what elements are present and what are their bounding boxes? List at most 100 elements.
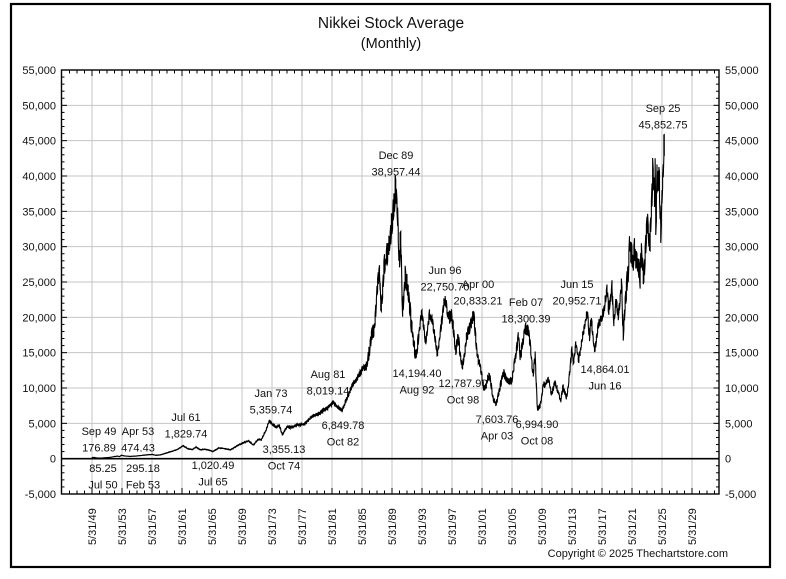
y-axis-label-right: 35,000 [725,206,759,218]
series-layer [91,133,665,459]
y-axis-label-right: 5,000 [725,418,753,430]
annotation-line: Jul 61 [171,412,200,424]
x-axis-label: 5/31/29 [687,508,699,545]
x-axis-label: 5/31/17 [597,508,609,545]
annotation-line: 5,359.74 [250,405,293,417]
chart-annotation: Aug 81 8,019.14 [307,369,350,398]
x-axis-label: 5/31/53 [117,508,129,545]
x-axis-label: 5/31/25 [657,508,669,545]
y-axis-label-right: 25,000 [725,277,759,289]
annotation-line: Jan 73 [254,388,287,400]
price-series-path [91,133,665,459]
annotation-line: 18,300.39 [502,314,551,326]
annotation-line: 20,833.21 [454,296,503,308]
annotation-line: 22,750.70 [421,282,470,294]
annotation-line: Apr 53 [122,426,154,438]
annotation-line: 8,019.14 [307,386,350,398]
x-axis-label: 5/31/21 [627,508,639,545]
chart-title: Nikkei Stock Average [318,15,464,32]
annotation-line: Jul 50 [88,480,117,492]
chart-annotation: 12,787.90 Oct 98 [439,378,488,407]
x-axis-label: 5/31/65 [207,508,219,545]
chart-annotation: 1,020.49 Jul 65 [192,460,235,489]
y-axis-label-left: -5,000 [25,489,56,501]
annotation-line: Apr 03 [481,431,513,443]
annotation-line: 1,020.49 [192,460,235,472]
x-axis-label: 5/31/57 [147,508,159,545]
annotation-line: Sep 49 [82,426,117,438]
annotation-line: 3,355.13 [263,444,306,456]
y-axis-label-left: 55,000 [22,65,56,77]
axis-layer [60,69,720,495]
outer-border [9,2,772,569]
chart-annotation: Dec 89 38,957.44 [372,150,421,179]
chart-annotation: 6,849.78 Oct 82 [322,420,365,449]
y-axis-label-left: 15,000 [22,348,56,360]
chart-annotation: Sep 25 45,852.75 [639,103,688,132]
y-axis-label-right: 45,000 [725,136,759,148]
y-axis-label-left: 5,000 [28,418,56,430]
annotation-line: Feb 07 [509,297,543,309]
chart-annotation: 7,603.76 Apr 03 [476,414,519,443]
y-axis-label-right: 55,000 [725,65,759,77]
y-axis-label-left: 30,000 [22,242,56,254]
y-axis-label-right: 10,000 [725,383,759,395]
annotation-line: 45,852.75 [639,120,688,132]
y-axis-label-right: -5,000 [725,489,756,501]
x-axis-label: 5/31/93 [417,508,429,545]
annotation-line: Sep 25 [646,103,681,115]
y-axis-label-right: 50,000 [725,100,759,112]
chart-annotation: 6,994.90 Oct 08 [516,419,559,448]
y-axis-label-right: 15,000 [725,348,759,360]
annotation-line: 7,603.76 [476,414,519,426]
y-axis-label-left: 40,000 [22,171,56,183]
x-axis-label: 5/31/49 [87,508,99,545]
chart-annotation: 3,355.13 Oct 74 [263,444,306,473]
x-axis-label: 5/31/77 [297,508,309,545]
annotation-line: Jun 96 [428,265,461,277]
chart-subtitle: (Monthly) [361,36,421,52]
chart-annotation: Apr 53 474.43 [121,426,155,455]
chart-annotation: 295.18 Feb 53 [126,463,160,492]
y-axis-label-left: 50,000 [22,100,56,112]
chart-annotation: Jan 73 5,359.74 [250,388,293,417]
annotation-line: 12,787.90 [439,378,488,390]
annotation-line: 20,952.71 [553,296,602,308]
chart-annotation: Feb 07 18,300.39 [502,297,551,326]
y-axis-label-left: 25,000 [22,277,56,289]
y-axis-label-left: 10,000 [22,383,56,395]
annotation-line: 1,829.74 [165,429,208,441]
copyright-text: Copyright © 2025 Thechartstore.com [548,548,728,560]
x-axis-label: 5/31/69 [237,508,249,545]
x-axis-label: 5/31/05 [507,508,519,545]
annotation-line: 38,957.44 [372,167,421,179]
annotation-line: Aug 81 [311,369,346,381]
annotation-line: Jun 16 [588,381,621,393]
annotation-line: Oct 82 [327,437,359,449]
y-axis-label-right: 20,000 [725,312,759,324]
annotation-line: Aug 92 [400,385,435,397]
x-axis-label: 5/31/97 [447,508,459,545]
annotation-line: Dec 89 [379,150,414,162]
annotation-line: 6,994.90 [516,419,559,431]
annotation-line: Feb 53 [126,480,160,492]
chart-annotation: Jul 61 1,829.74 [165,412,208,441]
annotation-line: 14,864.01 [581,364,630,376]
chart-annotation: Jun 96 22,750.70 [421,265,470,294]
y-axis-label-right: 30,000 [725,242,759,254]
annotation-line: Oct 74 [268,461,300,473]
y-axis-label-left: 0 [50,454,56,466]
annotation-line: Apr 00 [462,279,494,291]
chart-annotation: Jun 15 20,952.71 [553,279,602,308]
annotation-line: Jun 15 [560,279,593,291]
x-axis-label: 5/31/09 [537,508,549,545]
chart-annotation: 14,864.01 Jun 16 [581,364,630,393]
y-axis-label-right: 0 [725,454,731,466]
y-axis-label-right: 40,000 [725,171,759,183]
annotation-line: Oct 08 [521,436,553,448]
annotation-line: 85.25 [89,463,117,475]
x-axis-label: 5/31/13 [567,508,579,545]
